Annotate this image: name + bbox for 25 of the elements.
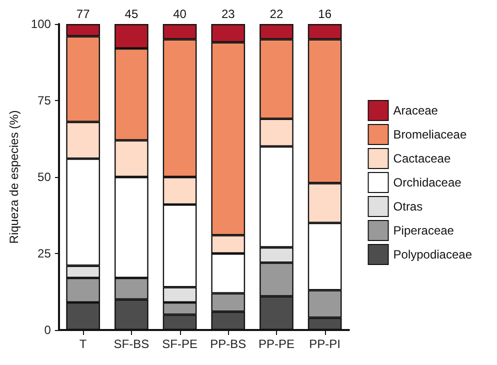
legend-label: Cactaceae bbox=[393, 152, 451, 166]
annotation: 16 bbox=[318, 7, 332, 21]
legend-label: Araceae bbox=[393, 104, 438, 118]
y-tick-label: 25 bbox=[38, 246, 52, 260]
x-tick-label: SF-BS bbox=[114, 337, 150, 351]
annotation: 40 bbox=[173, 7, 187, 21]
annotation: 23 bbox=[221, 7, 236, 21]
legend-label: Orchidaceae bbox=[393, 176, 462, 190]
y-tick-label: 100 bbox=[30, 17, 52, 31]
legend-label: Bromeliaceae bbox=[393, 128, 467, 142]
annotation: 22 bbox=[270, 7, 284, 21]
x-tick-label: PP-PE bbox=[258, 337, 294, 351]
x-tick-label: PP-BS bbox=[210, 337, 246, 351]
y-axis-title: Riqueza de especies (%) bbox=[7, 110, 21, 244]
y-tick-label: 50 bbox=[38, 170, 52, 184]
x-tick-label: SF-PE bbox=[162, 337, 198, 351]
x-tick-label: T bbox=[79, 337, 88, 351]
annotation: 77 bbox=[76, 7, 90, 21]
legend-label: Piperaceae bbox=[393, 224, 454, 238]
legend-label: Polypodiaceae bbox=[393, 248, 472, 262]
x-tick-label: PP-PI bbox=[309, 337, 340, 351]
y-tick-label: 75 bbox=[38, 94, 52, 108]
legend-label: Otras bbox=[393, 200, 423, 214]
annotation: 45 bbox=[124, 7, 138, 21]
y-tick-label: 0 bbox=[44, 323, 52, 337]
